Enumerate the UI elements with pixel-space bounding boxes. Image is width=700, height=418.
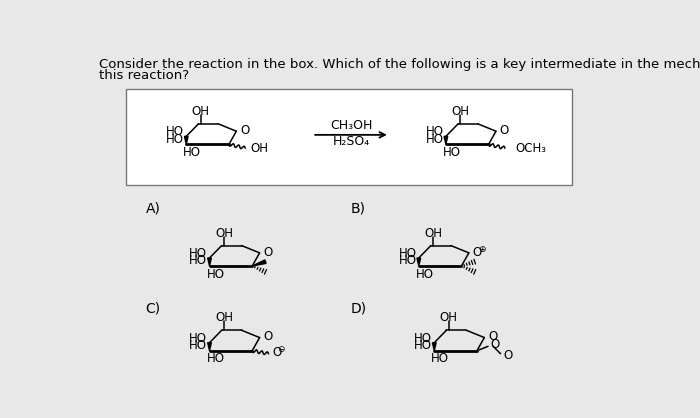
Text: O: O: [503, 349, 512, 362]
Text: Consider the reaction in the box. Which of the following is a key intermediate i: Consider the reaction in the box. Which …: [99, 58, 700, 71]
Polygon shape: [444, 136, 448, 144]
Text: HO: HO: [189, 332, 207, 345]
Text: B): B): [351, 201, 366, 215]
Text: HO: HO: [206, 268, 225, 280]
Text: OH: OH: [215, 311, 233, 324]
Text: A): A): [146, 201, 160, 215]
Text: HO: HO: [206, 352, 225, 365]
Text: O: O: [488, 330, 497, 343]
Text: HO: HO: [414, 332, 432, 345]
Text: O: O: [272, 347, 281, 359]
Text: OH: OH: [251, 142, 268, 155]
Text: HO: HO: [398, 247, 416, 260]
Text: HO: HO: [426, 133, 444, 146]
Polygon shape: [184, 136, 188, 144]
Text: HO: HO: [189, 255, 207, 268]
Text: HO: HO: [189, 339, 207, 352]
Text: this reaction?: this reaction?: [99, 69, 189, 82]
Polygon shape: [417, 258, 421, 266]
Text: HO: HO: [166, 133, 184, 146]
Text: O: O: [240, 124, 249, 137]
Text: HO: HO: [398, 255, 416, 268]
Text: OH: OH: [452, 105, 469, 118]
Text: HO: HO: [443, 146, 461, 159]
Text: O: O: [490, 338, 500, 351]
Text: O: O: [500, 124, 509, 137]
Polygon shape: [208, 258, 211, 266]
Text: OH: OH: [215, 227, 233, 240]
Text: O: O: [263, 330, 272, 343]
Text: OCH₃: OCH₃: [515, 142, 546, 155]
Text: HO: HO: [431, 352, 449, 365]
Text: O: O: [473, 246, 482, 259]
Text: HO: HO: [183, 146, 201, 159]
Text: HO: HO: [189, 247, 207, 260]
Text: OH: OH: [440, 311, 458, 324]
Polygon shape: [208, 343, 211, 351]
Polygon shape: [433, 343, 436, 351]
Text: HO: HO: [166, 125, 184, 138]
Bar: [126, 89, 572, 185]
Text: CH₃OH: CH₃OH: [330, 119, 372, 132]
Text: ⊕: ⊕: [477, 245, 485, 254]
Text: OH: OH: [192, 105, 209, 118]
Text: H₂SO₄: H₂SO₄: [332, 135, 370, 148]
Polygon shape: [252, 260, 266, 266]
Text: HO: HO: [426, 125, 444, 138]
Text: ⊖: ⊖: [277, 346, 285, 354]
Text: HO: HO: [414, 339, 432, 352]
Text: D): D): [351, 301, 367, 315]
Text: OH: OH: [424, 227, 442, 240]
Text: O: O: [263, 246, 272, 259]
Text: C): C): [146, 301, 161, 315]
Text: HO: HO: [416, 268, 434, 280]
